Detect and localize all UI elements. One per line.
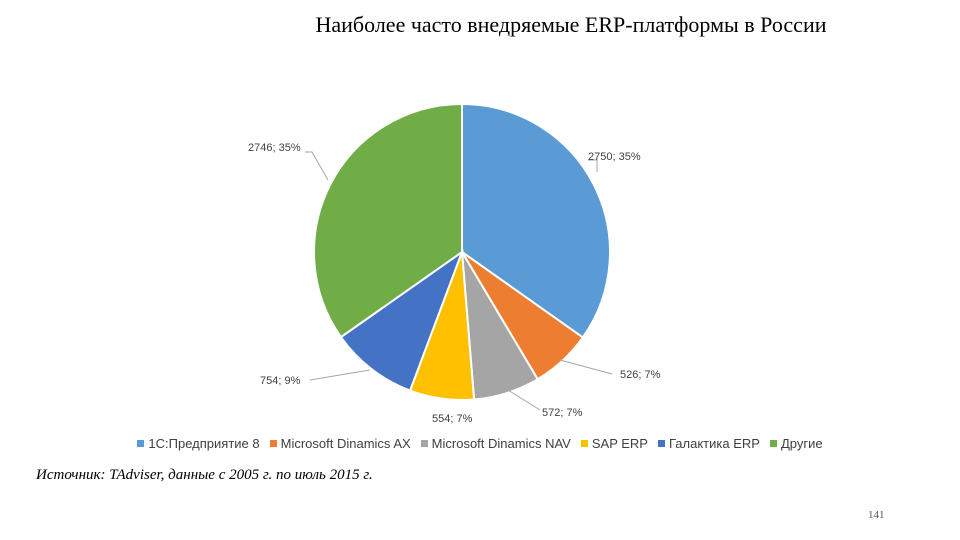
legend-label: Галактика ERP — [668, 436, 760, 451]
pie-slice — [313, 102, 463, 339]
legend-swatch — [769, 440, 777, 447]
legend-label: Microsoft Dinamics AX — [280, 436, 411, 451]
legend-entry: Галактика ERP — [657, 436, 760, 451]
data-label: 572; 7% — [542, 407, 583, 419]
legend-entry: 1С:Предприятие 8 — [137, 436, 260, 451]
legend-swatch — [420, 440, 428, 447]
pie-slice — [461, 102, 611, 339]
data-label: 526; 7% — [620, 369, 661, 381]
legend-swatch — [657, 440, 665, 447]
data-label: 554; 7% — [432, 413, 473, 425]
legend-swatch — [137, 440, 145, 447]
source-note: Источник: TAdviser, данные с 2005 г. по … — [36, 467, 373, 483]
legend-label: Другие — [780, 436, 823, 451]
legend-label: 1С:Предприятие 8 — [148, 436, 260, 451]
chart-title: Наиболее часто внедряемые ERP-платформы … — [315, 12, 827, 37]
legend-entry: SAP ERP — [580, 436, 648, 451]
leader-line — [309, 369, 371, 381]
pie-slice — [339, 249, 465, 392]
legend-swatch — [580, 440, 588, 447]
data-label: 2746; 35% — [248, 142, 301, 154]
legend-label: Microsoft Dinamics NAV — [431, 436, 571, 451]
leader-line — [507, 389, 541, 411]
legend-entry: Microsoft Dinamics NAV — [420, 436, 571, 451]
chart-legend: 1С:Предприятие 8 Microsoft Dinamics AX Mic… — [0, 436, 960, 451]
leader-line — [588, 159, 598, 172]
leader-line — [305, 151, 329, 181]
data-label: 754; 9% — [260, 375, 301, 387]
leader-line — [559, 359, 613, 375]
legend-swatch — [269, 440, 277, 447]
data-label: 2750; 35% — [588, 151, 641, 163]
legend-label: SAP ERP — [591, 436, 648, 451]
legend-entry: Microsoft Dinamics AX — [269, 436, 411, 451]
page-number: 141 — [868, 509, 885, 521]
legend-entry: Другие — [769, 436, 823, 451]
